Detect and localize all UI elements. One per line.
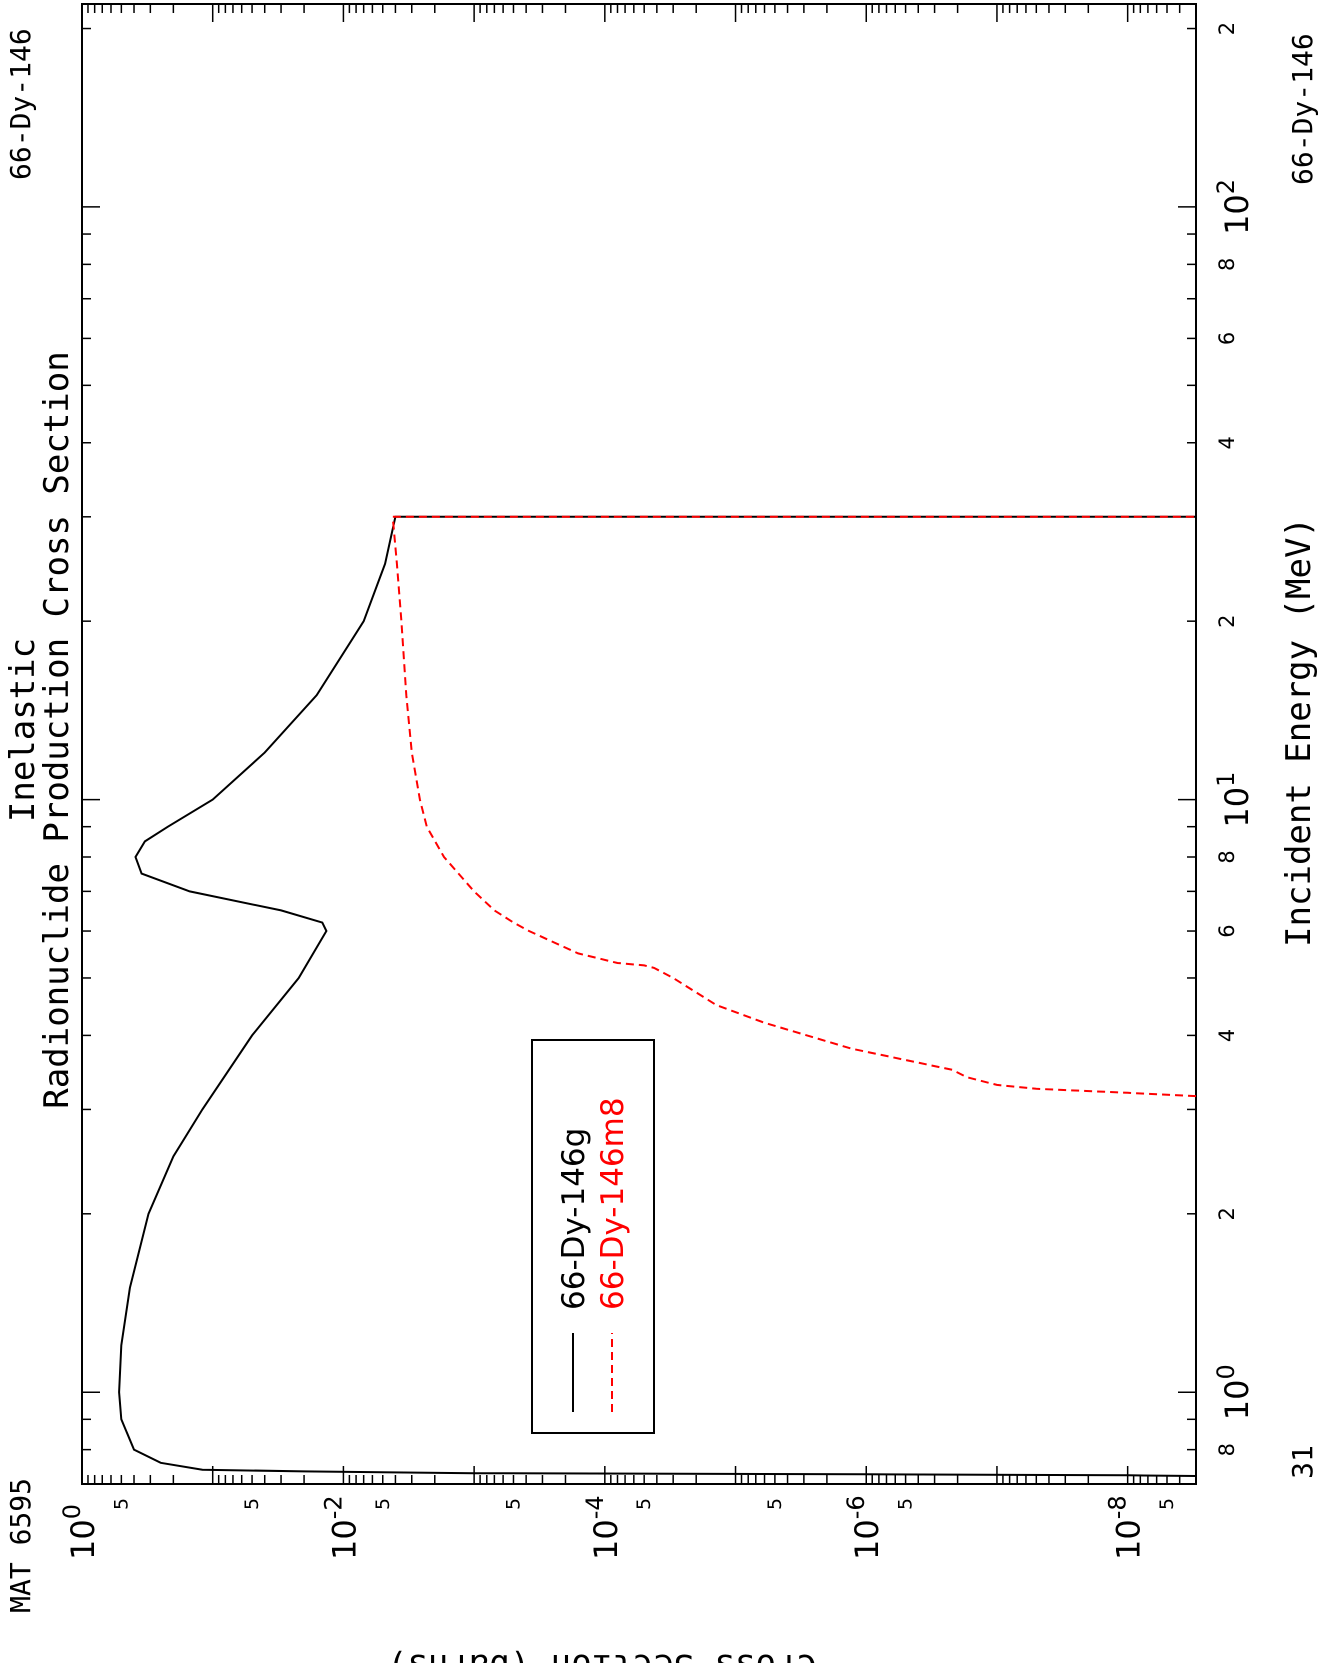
y-tick-label-minor: 5 — [764, 1498, 786, 1510]
y-tick-label-minor: 5 — [633, 1498, 655, 1510]
x-tick-label-minor: 4 — [1215, 436, 1239, 449]
x-tick-label-minor: 2 — [1215, 1207, 1239, 1220]
chart-title-line1: Inelastic — [3, 638, 43, 822]
mat-label: MAT 6595 — [4, 1478, 37, 1613]
legend-label-m8: 66-Dy-146m8 — [595, 1097, 631, 1310]
x-tick-label-minor: 2 — [1215, 22, 1239, 35]
x-tick-label-minor: 8 — [1215, 1443, 1239, 1456]
x-tick-label-minor: 8 — [1215, 850, 1239, 863]
y-tick-label-minor: 5 — [241, 1498, 263, 1510]
x-tick-label-minor: 6 — [1215, 332, 1239, 345]
y-tick-label-minor: 5 — [1156, 1498, 1178, 1510]
x-tick-label-minor: 4 — [1215, 1029, 1239, 1042]
x-tick-label-major: 102 — [1212, 179, 1256, 235]
chart-title-line2: Radionuclide Production Cross Section — [37, 351, 77, 1108]
plot-frame — [81, 3, 1197, 1485]
legend-box — [531, 1039, 655, 1434]
series-line-g — [118, 515, 1197, 1477]
legend-label-g: 66-Dy-146g — [556, 1128, 592, 1310]
y-tick-label-minor: 5 — [502, 1498, 524, 1510]
y-tick-label-minor: 5 — [895, 1498, 917, 1510]
target-label-bottom: 66-Dy-146 — [1286, 33, 1319, 185]
x-tick-label-minor: 8 — [1215, 258, 1239, 271]
y-tick-label-major: 10-6 — [842, 1495, 886, 1560]
y-tick-label-minor: 5 — [110, 1498, 132, 1510]
mt-label: 31 — [1286, 1445, 1319, 1479]
y-tick-label-minor: 5 — [372, 1498, 394, 1510]
y-tick-label-major: 100 — [58, 1504, 102, 1560]
x-tick-label-major: 101 — [1212, 772, 1256, 828]
x-axis-title: Incident Energy (MeV) — [1279, 517, 1319, 947]
y-tick-label-major: 10-2 — [319, 1495, 363, 1560]
legend: 66-Dy-146g 66-Dy-146m8 — [531, 1039, 655, 1434]
target-label-top: 66-Dy-146 — [4, 28, 37, 180]
series-line-m8 — [391, 515, 1197, 1098]
y-tick-label-major: 10-4 — [581, 1495, 625, 1560]
x-tick-label-minor: 2 — [1215, 614, 1239, 627]
y-axis-title: Cross Section (barns) — [387, 1646, 817, 1663]
y-tick-label-major: 10-8 — [1104, 1495, 1148, 1560]
x-tick-label-minor: 6 — [1215, 924, 1239, 937]
x-tick-label-major: 100 — [1212, 1364, 1256, 1420]
